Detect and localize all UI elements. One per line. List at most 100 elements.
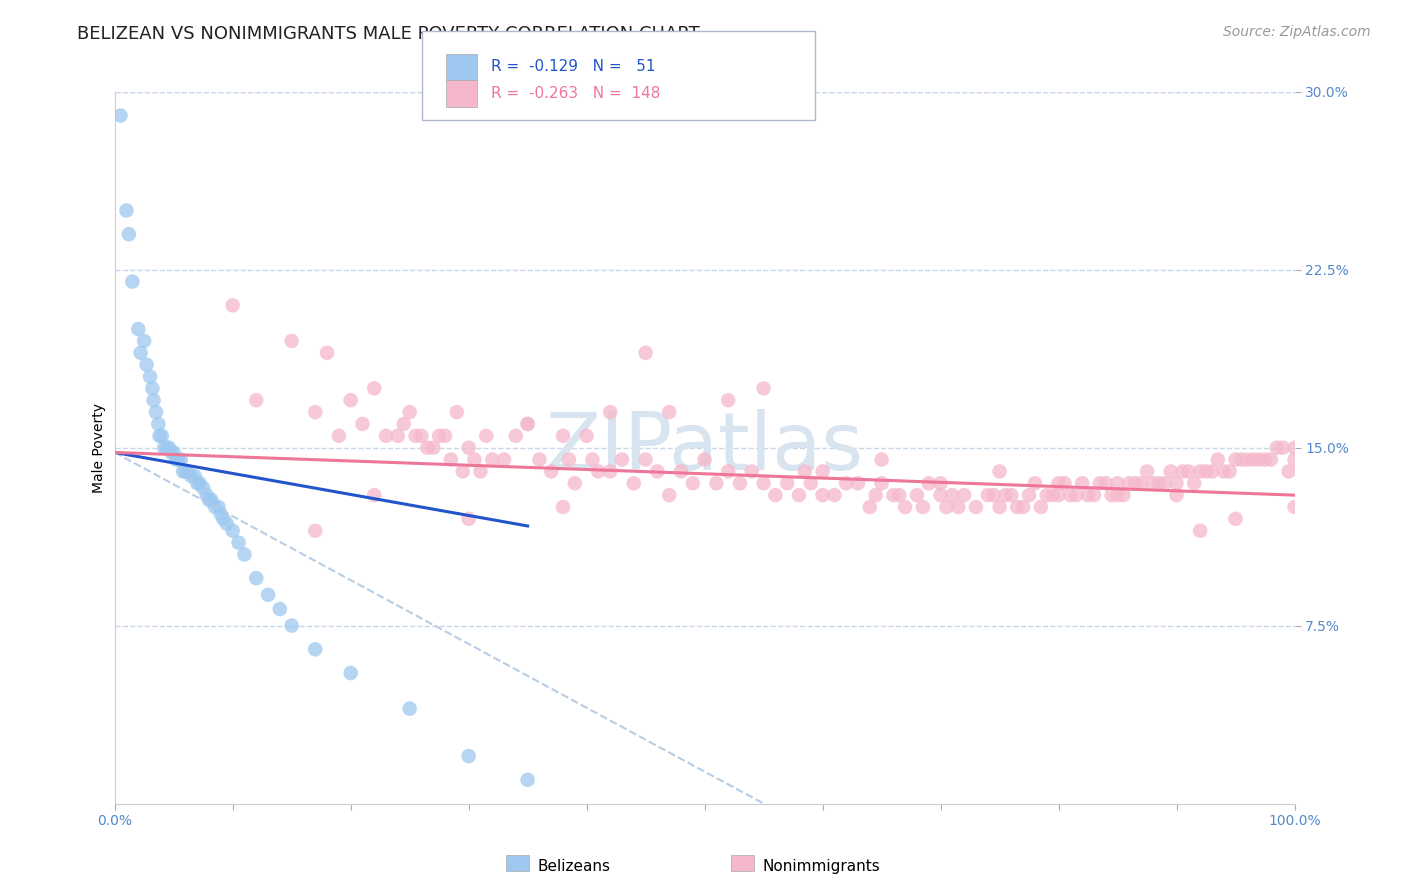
Point — [172, 464, 194, 478]
Point — [398, 701, 420, 715]
Point — [1189, 464, 1212, 478]
Point — [121, 275, 143, 289]
Point — [145, 405, 167, 419]
Point — [551, 500, 574, 514]
Point — [148, 429, 170, 443]
Text: Nonimmigrants: Nonimmigrants — [762, 859, 880, 873]
Point — [304, 405, 326, 419]
Point — [457, 512, 479, 526]
Point — [905, 488, 928, 502]
Point — [1219, 464, 1241, 478]
Point — [894, 500, 917, 514]
Y-axis label: Male Poverty: Male Poverty — [93, 402, 107, 492]
Point — [870, 476, 893, 491]
Point — [1189, 524, 1212, 538]
Point — [1130, 476, 1153, 491]
Point — [505, 429, 527, 443]
Point — [492, 452, 515, 467]
Point — [118, 227, 141, 242]
Point — [139, 369, 162, 384]
Point — [1107, 476, 1129, 491]
Point — [1047, 476, 1070, 491]
Point — [1171, 464, 1194, 478]
Point — [599, 405, 621, 419]
Point — [134, 334, 156, 348]
Point — [693, 452, 716, 467]
Point — [233, 548, 256, 562]
Point — [581, 452, 603, 467]
Point — [763, 488, 786, 502]
Point — [787, 488, 810, 502]
Point — [155, 441, 177, 455]
Point — [1118, 476, 1140, 491]
Point — [1112, 488, 1135, 502]
Point — [1029, 500, 1052, 514]
Point — [363, 488, 385, 502]
Point — [941, 488, 963, 502]
Point — [540, 464, 562, 478]
Point — [929, 476, 952, 491]
Point — [811, 464, 834, 478]
Point — [882, 488, 904, 502]
Point — [776, 476, 799, 491]
Point — [1212, 464, 1234, 478]
Point — [451, 464, 474, 478]
Point — [1166, 488, 1188, 502]
Point — [1053, 476, 1076, 491]
Point — [398, 405, 420, 419]
Point — [911, 500, 934, 514]
Point — [1147, 476, 1170, 491]
Point — [870, 452, 893, 467]
Point — [1094, 476, 1116, 491]
Point — [658, 488, 681, 502]
Point — [800, 476, 823, 491]
Point — [1064, 488, 1087, 502]
Point — [1018, 488, 1040, 502]
Point — [1271, 441, 1294, 455]
Point — [752, 476, 775, 491]
Point — [209, 507, 232, 521]
Point — [475, 429, 498, 443]
Point — [1284, 452, 1306, 467]
Point — [352, 417, 374, 431]
Point — [1241, 452, 1264, 467]
Point — [1182, 476, 1205, 491]
Point — [363, 381, 385, 395]
Point — [558, 452, 581, 467]
Point — [1024, 476, 1046, 491]
Point — [184, 469, 207, 483]
Point — [200, 492, 222, 507]
Point — [170, 452, 193, 467]
Point — [1230, 452, 1253, 467]
Point — [129, 346, 152, 360]
Point — [1206, 452, 1229, 467]
Point — [191, 481, 214, 495]
Point — [457, 749, 479, 764]
Point — [948, 500, 970, 514]
Point — [516, 417, 538, 431]
Point — [599, 464, 621, 478]
Point — [280, 334, 302, 348]
Point — [1177, 464, 1199, 478]
Point — [889, 488, 911, 502]
Point — [1136, 464, 1159, 478]
Point — [634, 452, 657, 467]
Point — [405, 429, 427, 443]
Point — [257, 588, 280, 602]
Point — [135, 358, 157, 372]
Point — [163, 445, 186, 459]
Point — [588, 464, 610, 478]
Point — [110, 109, 132, 123]
Point — [1083, 488, 1105, 502]
Point — [1000, 488, 1022, 502]
Point — [1260, 452, 1282, 467]
Point — [339, 666, 361, 681]
Point — [741, 464, 763, 478]
Point — [167, 452, 190, 467]
Point — [470, 464, 492, 478]
Point — [198, 492, 221, 507]
Point — [1201, 464, 1223, 478]
Point — [551, 429, 574, 443]
Point — [1123, 476, 1146, 491]
Point — [1225, 452, 1247, 467]
